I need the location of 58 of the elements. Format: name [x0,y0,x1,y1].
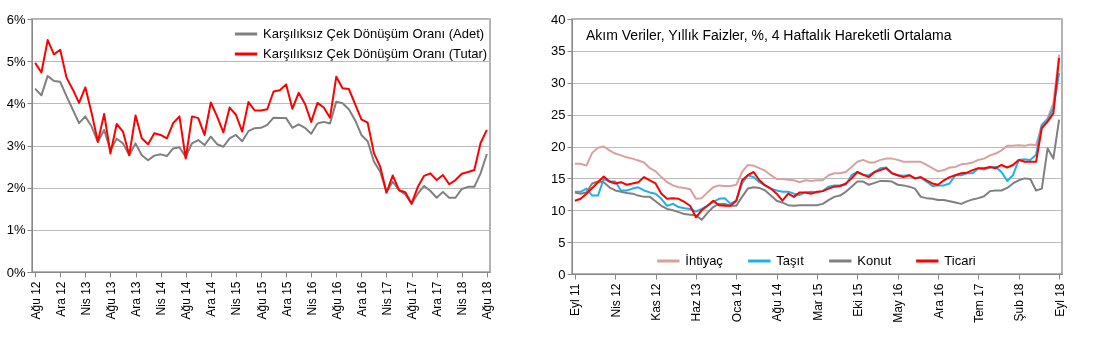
x-tick-label: Ara 14 [204,281,219,317]
x-tick-label: Ağu 17 [405,281,420,320]
text: Akım Veriler, Yıllık Faizler, %, 4 Haftalık Hareketli Ortalama [586,27,952,43]
x-tick-label: Kas 12 [649,283,664,321]
x-tick-label: Nis 18 [455,281,470,316]
y-tick-label: 6% [6,11,26,27]
x-tick-label: Nis 16 [304,281,319,316]
x-tick-label: Eyl 11 [568,283,583,316]
y-tick-label: 4% [6,95,26,111]
y-tick-label: 5% [6,53,26,69]
y-tick-label: 20 [551,139,566,154]
y-tick-label: 1% [6,222,26,238]
x-tick-label: Mar 15 [810,283,825,321]
y-tick-label: 0% [6,264,26,280]
x-tick-label: Nis 15 [229,281,244,316]
x-tick-label: Eyl 18 [1052,283,1067,317]
x-tick-label: Ağu 18 [480,281,495,320]
y-tick-label: 40 [551,11,566,27]
x-tick-label: Oca 14 [729,283,744,323]
legend-label: İhtiyaç [685,253,724,268]
x-tick-label: Nis 17 [379,281,394,316]
y-tick-label: 15 [551,170,566,186]
x-tick-label: Ara 15 [279,281,294,317]
legend-label: Karşılıksız Çek Dönüşüm Oranı (Tutar) [263,46,488,61]
y-tick-label: 25 [551,107,566,123]
x-tick-label: Ara 13 [129,281,144,317]
x-tick-label: Ağu 14 [770,283,785,322]
x-tick-label: Haz 13 [689,283,704,322]
y-tick-label: 0 [558,266,566,282]
x-tick-label: Ağu 13 [103,281,118,320]
line-series [573,118,1061,221]
line-series [34,74,488,205]
line-series [34,39,488,205]
x-tick-label: Ağu 16 [329,281,344,320]
x-tick-label: Tem 17 [971,283,986,323]
x-tick-label: Nis 14 [154,281,169,316]
legend-label: Ticari [944,253,976,268]
x-tick-label: Nis 12 [608,283,623,318]
legend-label: Konut [857,253,892,268]
legend-label: Karşılıksız Çek Dönüşüm Oranı (Adet) [263,26,485,41]
legend-label: Taşıt [776,253,805,268]
x-tick-label: Ara 16 [354,281,369,317]
x-tick-label: Ağu 14 [179,281,194,320]
x-tick-label: Ara 12 [53,281,68,317]
x-tick-label: May 16 [891,283,906,323]
y-tick-label: 35 [551,43,566,59]
y-tick-label: 30 [551,75,566,91]
y-tick-label: 3% [6,138,26,153]
x-tick-label: Ara 17 [430,281,445,317]
x-tick-label: Şub 18 [1012,283,1027,322]
y-tick-label: 10 [551,202,566,218]
x-tick-label: Eki 15 [850,283,865,317]
y-tick-label: 2% [6,180,26,196]
y-tick-label: 5 [558,234,566,250]
x-tick-label: Ağu 15 [254,281,269,320]
x-tick-label: Nis 13 [78,281,93,316]
x-tick-label: Ağu 12 [28,281,43,320]
x-tick-label: Ara 16 [931,283,946,319]
